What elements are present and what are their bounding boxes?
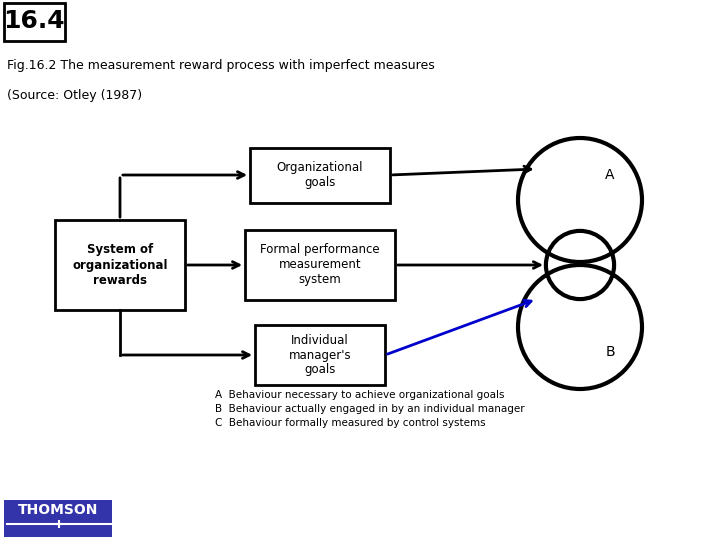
Text: A: A — [606, 168, 615, 182]
Text: © 2004 Colin Drury: © 2004 Colin Drury — [624, 523, 706, 532]
Text: B: B — [606, 345, 615, 359]
Text: (Source: Otley (1987): (Source: Otley (1987) — [7, 89, 143, 102]
Text: Formal performance
measurement
system: Formal performance measurement system — [260, 244, 380, 287]
Text: Organizational
goals: Organizational goals — [276, 161, 364, 189]
Text: 16.4: 16.4 — [3, 9, 65, 33]
Text: Individual
manager's
goals: Individual manager's goals — [289, 334, 351, 376]
Text: A  Behaviour necessary to achieve organizational goals: A Behaviour necessary to achieve organiz… — [215, 390, 505, 400]
Bar — [55, 220, 185, 310]
Text: System of
organizational
rewards: System of organizational rewards — [72, 244, 168, 287]
Text: C  Behaviour formally measured by control systems: C Behaviour formally measured by control… — [215, 418, 485, 428]
Bar — [245, 230, 395, 300]
FancyBboxPatch shape — [4, 500, 112, 537]
Bar — [255, 325, 385, 385]
Bar — [250, 147, 390, 202]
FancyBboxPatch shape — [4, 3, 65, 41]
Text: B  Behaviour actually engaged in by an individual manager: B Behaviour actually engaged in by an in… — [215, 404, 525, 414]
Text: Management and Cost Accounting, 6th edition, ISBN 1-84480-028-8: Management and Cost Accounting, 6th edit… — [420, 508, 706, 516]
Text: Fig.16.2 The measurement reward process with imperfect measures: Fig.16.2 The measurement reward process … — [7, 59, 435, 72]
Text: THOMSON: THOMSON — [17, 503, 98, 517]
